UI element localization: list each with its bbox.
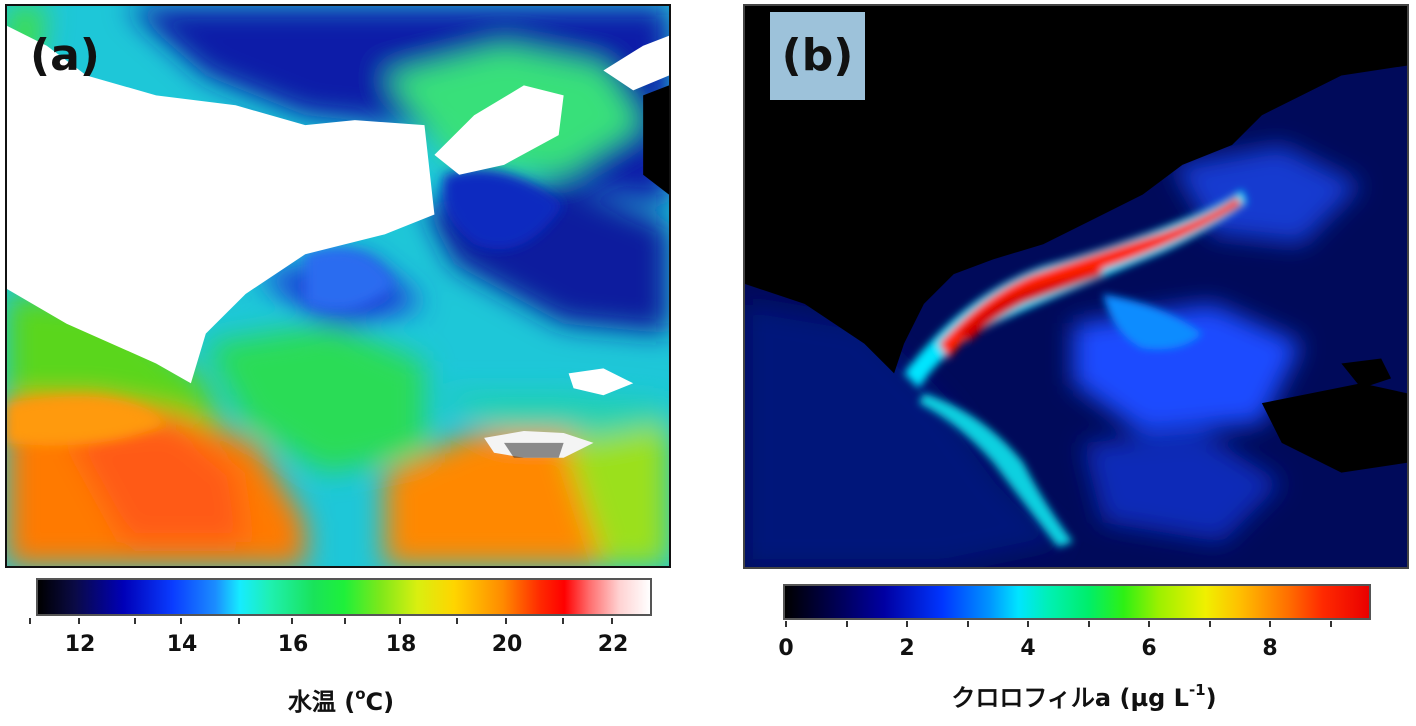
colorbar-tick [562,618,564,624]
colorbar-tick [134,618,136,624]
colorbar-title-text: 水温 ( [287,688,356,716]
panel-label-b: (b) [770,12,865,100]
sst-satellite-image [7,6,669,566]
colorbar-title-superscript: -1 [1188,681,1206,699]
temperature-colorbar [36,578,652,616]
colorbar-tick-label: 6 [1141,636,1157,661]
colorbar-tick-label: 14 [166,632,198,657]
colorbar-tick-label: 2 [899,636,915,661]
colorbar-tick [238,618,240,624]
colorbar-tick [291,618,293,624]
colorbar-tick [1088,621,1090,627]
colorbar-tick [399,618,401,624]
colorbar-tick [906,621,908,627]
temperature-colorbar-title: 水温 (oC) [288,682,394,717]
colorbar-tick [1269,621,1271,627]
colorbar-tick [1330,621,1332,627]
colorbar-tick [967,621,969,627]
sst-image-panel [5,4,671,568]
colorbar-tick [180,618,182,624]
colorbar-title-superscript: o [355,685,366,703]
colorbar-tick-label: 0 [778,636,794,661]
chlorophyll-colorbar-title: クロロフィルa (µg L-1) [951,678,1216,713]
colorbar-title-end: C) [365,688,395,716]
colorbar-tick [78,618,80,624]
colorbar-tick [785,621,787,627]
colorbar-tick [1209,621,1211,627]
colorbar-tick [611,618,613,624]
colorbar-tick [1148,621,1150,627]
colorbar-tick [456,618,458,624]
colorbar-tick-label: 22 [597,632,629,657]
colorbar-tick [505,618,507,624]
colorbar-tick [344,618,346,624]
colorbar-tick-label: 8 [1262,636,1278,661]
chlorophyll-image-panel [743,4,1409,569]
colorbar-tick-label: 18 [385,632,417,657]
colorbar-title-end: ) [1205,684,1217,712]
panel-label-a: (a) [30,30,100,81]
chlorophyll-colorbar [783,584,1371,620]
colorbar-tick-label: 4 [1020,636,1036,661]
colorbar-tick-label: 20 [491,632,523,657]
chlorophyll-satellite-image [745,6,1407,567]
colorbar-tick [1027,621,1029,627]
colorbar-tick-label: 16 [277,632,309,657]
colorbar-tick [846,621,848,627]
colorbar-tick-label: 12 [64,632,96,657]
colorbar-tick [29,618,31,624]
colorbar-title-text: クロロフィルa (µg L [951,684,1189,712]
